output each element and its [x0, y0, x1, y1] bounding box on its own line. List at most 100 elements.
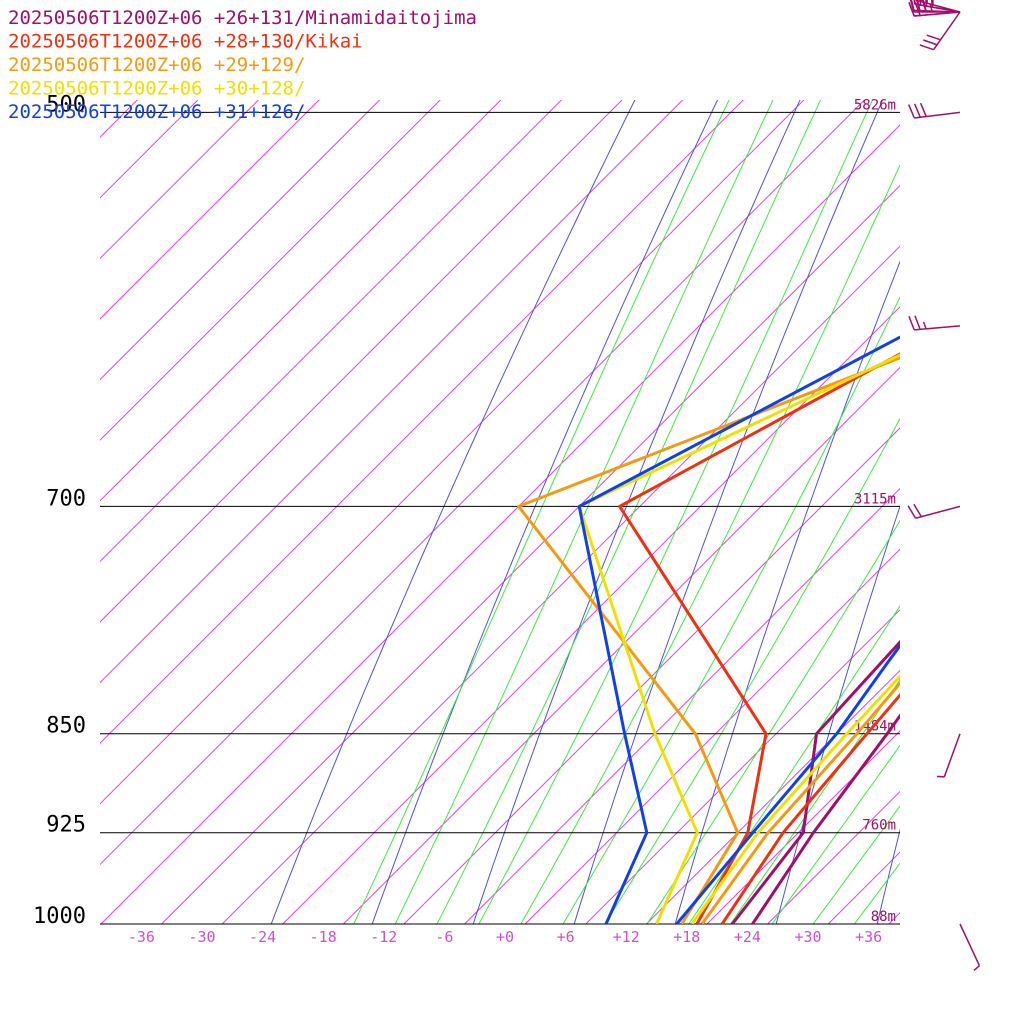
isotherm-line: [221, 245, 900, 924]
dry-adiabat-line: [573, 100, 884, 924]
x-tick-label: +0: [496, 928, 514, 946]
barb-shaft: [914, 111, 961, 119]
moist-adiabat-line: [353, 100, 730, 924]
isotherms: [0, 0, 1024, 924]
wind-barb: [919, 11, 961, 51]
barb-flag: [908, 316, 915, 331]
height-label: 3115m: [854, 491, 896, 507]
moist-adiabat-line: [729, 678, 900, 924]
legend-entry: 20250506T1200Z+06 +28+130/Kikai: [8, 31, 363, 53]
pressure-label: 850: [46, 714, 86, 739]
barb-flag: [907, 505, 917, 519]
barb-flag: [907, 104, 916, 119]
moist-adiabat-line: [688, 605, 900, 924]
legend-entry: 20250506T1200Z+06 +30+128/: [8, 78, 305, 100]
height-label: 88m: [871, 909, 896, 925]
moist-adiabat-line: [646, 519, 900, 924]
dry-adiabat-line: [775, 504, 900, 924]
dewpoint-profile: [577, 353, 900, 924]
isotherm-line: [343, 366, 900, 924]
x-tick-label: +6: [557, 928, 575, 946]
isotherm-line: [100, 100, 199, 199]
isotherm-line: [100, 100, 260, 260]
barb-shaft: [959, 923, 981, 967]
x-tick-label: -30: [188, 928, 215, 946]
wind-barb: [907, 102, 961, 119]
temperature-profile: [675, 643, 900, 924]
x-tick-label: +12: [613, 928, 640, 946]
dewpoint-profile: [577, 335, 900, 924]
height-label: 760m: [862, 818, 896, 834]
barb-flag: [909, 0, 915, 13]
dry-adiabat-line: [967, 0, 1024, 981]
dry-adiabat-line: [270, 100, 636, 924]
pressure-label: 925: [46, 813, 86, 838]
dewpoint-profile: [731, 639, 900, 924]
barb-flag: [919, 44, 934, 51]
isotherm-line: [161, 184, 900, 924]
barb-flag: [913, 103, 921, 118]
isotherm-line: [0, 0, 1024, 924]
barb-half-flag: [929, 3, 933, 12]
temperature-profile: [700, 681, 900, 924]
moist-adiabat-line: [436, 100, 822, 924]
barb-shaft: [915, 505, 961, 519]
wind-barb: [908, 2, 961, 17]
isotherm-line: [0, 0, 1024, 924]
isotherm-line: [100, 100, 684, 684]
isotherm-line: [100, 100, 744, 744]
isotherm-line: [0, 0, 1024, 924]
barb-flag: [915, 0, 921, 13]
x-tick-label: +30: [794, 928, 821, 946]
x-tick-label: -24: [249, 928, 276, 946]
x-tick-label: +18: [673, 928, 700, 946]
barb-half-flag: [973, 965, 980, 972]
isotherm-line: [100, 100, 441, 441]
height-label: 5826m: [854, 97, 896, 113]
barb-flag: [919, 0, 922, 6]
pressure-label: 1000: [33, 904, 86, 929]
isotherm-line: [100, 100, 805, 805]
temperature-profile: [720, 692, 900, 924]
isotherm-line: [100, 100, 623, 623]
x-tick-label: +24: [734, 928, 761, 946]
legend-entry: 20250506T1200Z+06 +31+126/: [8, 101, 305, 123]
moist-adiabat-line: [394, 100, 774, 924]
dry-adiabat-line: [674, 260, 900, 924]
moist-adiabat-line: [562, 296, 900, 924]
barb-half-flag: [930, 0, 934, 8]
isotherm-line: [100, 100, 320, 320]
wind-barb: [936, 733, 961, 778]
wind-barb: [959, 923, 981, 972]
barb-flag: [914, 1, 921, 16]
barb-flag: [914, 315, 921, 330]
barb-shaft: [943, 733, 961, 778]
moist-adiabat-line: [771, 744, 900, 924]
barb-half-flag: [936, 775, 945, 778]
isotherm-line: [403, 427, 900, 924]
moist-adiabats: [353, 100, 900, 924]
dry-adiabats: [270, 0, 1024, 981]
x-tick-label: -36: [128, 928, 155, 946]
legend-entry: 20250506T1200Z+06 +29+129/: [8, 54, 305, 76]
moist-adiabat-line: [853, 862, 900, 924]
barb-flag: [921, 0, 927, 13]
isotherm-line: [0, 0, 1024, 924]
legend: 20250506T1200Z+06 +26+131/Minamidaitojim…: [8, 7, 477, 123]
isotherm-line: [827, 851, 900, 924]
dry-adiabat-line: [371, 100, 719, 924]
height-labels: 16539m14158m12366m10895m9632m5826m3115m1…: [854, 97, 896, 925]
isotherm-line: [282, 306, 900, 924]
isotherm-line: [100, 124, 900, 924]
pressure-labels: 1001502002503005007008509251000: [33, 92, 86, 929]
isotherm-line: [0, 0, 1024, 924]
barb-shaft: [914, 325, 961, 331]
barb-half-flag: [922, 321, 927, 330]
barb-shaft: [914, 11, 961, 17]
barb-shaft: [933, 11, 961, 51]
barb-flag: [908, 2, 915, 17]
isotherm-line: [0, 0, 1024, 924]
isotherm-line: [100, 100, 138, 138]
isotherm-line: [100, 100, 502, 502]
barb-flag: [926, 34, 941, 41]
